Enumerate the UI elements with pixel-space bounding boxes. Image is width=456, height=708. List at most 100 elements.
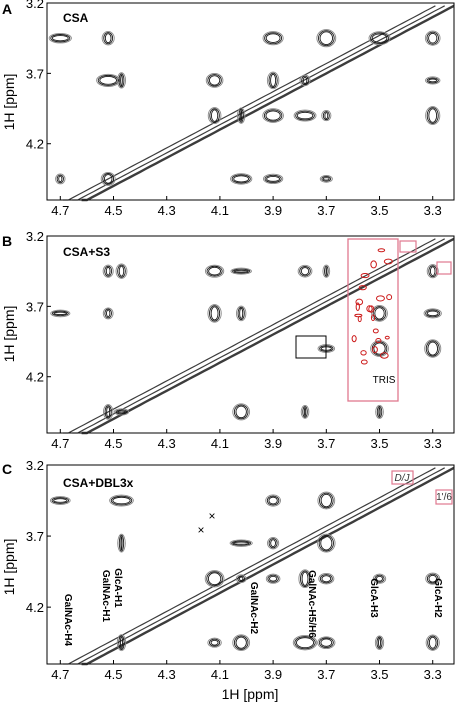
contour-peak [207,572,222,586]
contour-peak [104,405,112,419]
contour-peak [295,110,315,121]
red-contour-peak [371,346,378,354]
contour-peak [205,73,224,88]
contour-peak [118,265,125,277]
contour-peak [237,575,245,582]
contour-peak [298,569,312,589]
red-contour-peak [368,305,375,313]
contour-peak [264,174,282,183]
contour-peak [102,173,115,185]
contour-peak [119,636,124,649]
contour-peak [300,405,310,419]
x-tick-label: 4.7 [51,436,69,451]
red-contour-peak [383,258,393,265]
red-contour-peak [384,335,390,340]
red-contour-peak [370,260,377,269]
contour-peak [267,537,280,550]
contour-peak [209,638,221,647]
cross-marker-icon: × [197,523,204,537]
x-tick-label: 4.3 [158,667,176,682]
contour-peak [105,266,111,276]
panel-letter-a: A [2,1,12,17]
annotation-galnac-h4: GalNAc-H4 [62,594,73,647]
contour-peak [101,31,115,46]
red-contour-peak [360,272,370,279]
panel-b: B TRIS CSA+S3 4.7 4.5 4.3 4.1 3.9 3.7 3.5 3.3 3… [1,229,455,451]
contour-peak [209,305,221,322]
contour-peak [118,534,125,552]
diagonal-ridge [72,467,445,665]
annotation-galnac-h1: GalNAc-H1 [100,570,111,623]
contour-peak [371,33,388,43]
contour-peak [374,635,385,650]
plot-frame-a [46,2,455,201]
red-contour-peak [370,314,376,322]
contour-peak [425,340,440,357]
red-contour-peak [375,295,385,302]
x-tick-label: 4.3 [158,436,176,451]
contour-peak [117,533,126,553]
contour-peak [232,541,250,545]
x-tick-label: 4.5 [104,436,122,451]
contour-peak [320,638,333,647]
contour-layer-c [49,466,455,666]
y-ticks-a: 3.2 3.7 4.2 [26,0,51,152]
contour-peak [262,108,284,123]
contour-peak [118,635,125,650]
y-ticks-b: 3.2 3.7 4.2 [26,229,51,385]
contour-peak [371,305,388,322]
plot-frame-b [46,235,455,434]
x-tick-label: 3.3 [424,667,442,682]
contour-peak [262,31,284,46]
contour-peak [210,109,219,122]
contour-peak [50,309,71,318]
contour-peak [425,572,441,585]
contour-peak [427,341,439,356]
diagonal-ridge [63,238,436,434]
contour-peak [230,267,252,275]
contour-peak [115,263,128,279]
contour-peak [318,534,334,552]
contour-peak [109,494,134,507]
contour-peak [50,34,71,43]
contour-peak [207,304,222,323]
contour-peak [317,636,336,650]
contour-peak [318,573,335,585]
contour-peak [106,309,111,318]
contour-peak [299,265,311,277]
contour-peak [321,176,332,182]
contour-peak [270,539,276,548]
x-tick-label: 3.5 [370,667,388,682]
contour-peak [322,264,331,278]
diagonal-ridge [72,5,445,201]
contour-peak [376,575,383,582]
contour-peak [293,109,317,122]
diagonal-ridge [81,4,455,202]
contour-peak [53,311,68,316]
contour-peak [428,32,438,44]
contour-peak [265,33,281,44]
contour-peak [268,496,278,505]
contour-peak [115,409,128,415]
contour-peak [373,342,386,355]
contour-peak [300,267,310,276]
y-tick-label: 3.2 [26,229,44,244]
annotation-glca-h1: GlcA-H1 [112,568,123,608]
x-tick-label: 3.9 [264,203,282,218]
contour-peak [209,108,220,123]
y-tick-label: 4.2 [26,370,44,385]
contour-peak [429,266,436,277]
contour-peak [425,106,441,125]
contour-peak [428,574,437,583]
y-axis-label-a: 1H [ppm] [1,74,17,131]
contour-peak [376,405,383,418]
black-highlight-box [295,335,327,359]
contour-peak [268,538,278,549]
x-ticks-b: 4.7 4.5 4.3 4.1 3.9 3.7 3.5 3.3 [51,429,442,451]
y-ticks-c: 3.2 3.7 4.2 [26,458,51,615]
contour-layer-b [50,237,455,435]
red-contour-peak [379,352,389,359]
contour-peak [378,407,381,417]
contour-peak [235,636,247,649]
contour-peak [301,571,309,586]
